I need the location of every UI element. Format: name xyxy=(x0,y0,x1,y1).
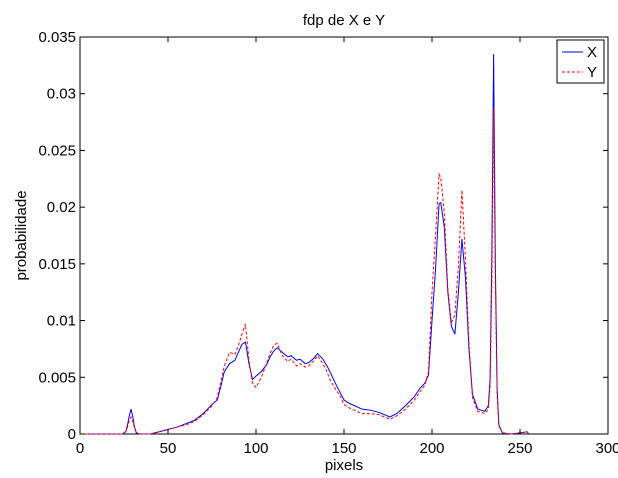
series-layer xyxy=(80,54,530,435)
x-tick-label: 0 xyxy=(76,440,84,457)
x-tick-label: 250 xyxy=(507,440,532,457)
x-tick-label: 150 xyxy=(331,440,356,457)
legend: XY xyxy=(556,39,605,84)
x-axis-title: pixels xyxy=(325,457,363,474)
chart-title: fdp de X e Y xyxy=(303,12,385,29)
x-tick-label: 100 xyxy=(243,440,268,457)
x-tick-label: 300 xyxy=(595,440,618,457)
y-tick-label: 0.005 xyxy=(38,369,76,386)
plot-area xyxy=(79,36,609,435)
y-axis-title: probabilidade xyxy=(13,190,30,280)
legend-label-x: X xyxy=(587,44,597,61)
y-tick-label: 0.015 xyxy=(38,256,76,273)
legend-box xyxy=(556,39,605,84)
y-tick-label: 0 xyxy=(68,426,76,443)
x-tick-label: 200 xyxy=(419,440,444,457)
y-tick-label: 0.01 xyxy=(47,313,76,330)
y-tick-label: 0.025 xyxy=(38,142,76,159)
series-line-y xyxy=(80,107,530,435)
y-tick-label: 0.035 xyxy=(38,29,76,46)
legend-label-y: Y xyxy=(587,64,597,81)
y-tick-label: 0.03 xyxy=(47,86,76,103)
ticks-layer: 0 50 100 150 200 250 300 0 0.005 0.01 0.015 0.02 0.0… xyxy=(38,29,618,457)
x-tick-label: 50 xyxy=(160,440,177,457)
y-tick-label: 0.02 xyxy=(47,199,76,216)
